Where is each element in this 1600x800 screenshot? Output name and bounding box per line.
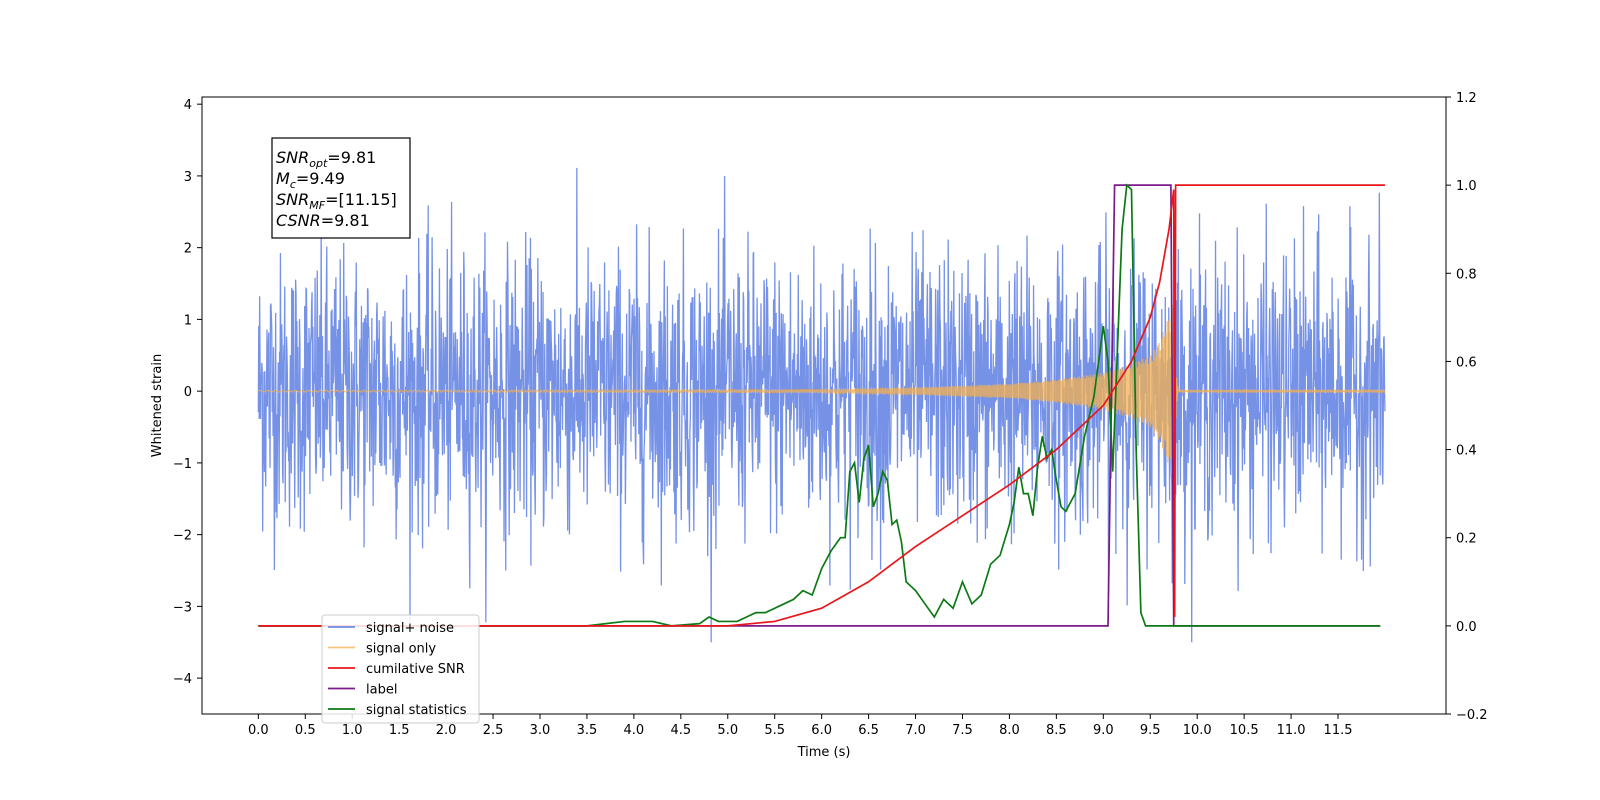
legend-label: signal statistics bbox=[366, 703, 467, 718]
snr-mf-text: SNRMF=[11.15] bbox=[276, 190, 397, 212]
y2-tick-label: 1.0 bbox=[1456, 179, 1477, 194]
x-tick-label: 7.0 bbox=[905, 723, 926, 738]
x-tick-label: 9.0 bbox=[1093, 723, 1114, 738]
x-tick-label: 0.5 bbox=[295, 723, 316, 738]
y-tick-label: −4 bbox=[173, 672, 192, 687]
mc-text: Mc=9.49 bbox=[276, 169, 345, 191]
x-tick-label: 6.5 bbox=[858, 723, 879, 738]
y2-tick-label: 0.4 bbox=[1456, 444, 1477, 459]
x-tick-label: 6.0 bbox=[811, 723, 832, 738]
y2-tick-label: 0.0 bbox=[1456, 620, 1477, 635]
y-tick-label: 0 bbox=[184, 385, 192, 400]
x-tick-label: 5.0 bbox=[717, 723, 738, 738]
x-tick-label: 2.5 bbox=[483, 723, 504, 738]
legend-label: signal+ noise bbox=[366, 621, 454, 636]
x-tick-label: 1.0 bbox=[342, 723, 363, 738]
x-tick-label: 0.0 bbox=[248, 723, 269, 738]
series-group bbox=[257, 167, 1386, 643]
x-tick-label: 8.0 bbox=[999, 723, 1020, 738]
x-axis-label: Time (s) bbox=[797, 745, 851, 760]
x-tick-label: 4.5 bbox=[670, 723, 691, 738]
y-tick-label: −1 bbox=[173, 457, 192, 472]
x-tick-label: 11.0 bbox=[1277, 723, 1306, 738]
x-tick-label: 10.0 bbox=[1183, 723, 1212, 738]
legend-label: label bbox=[366, 683, 397, 698]
y-tick-label: 4 bbox=[184, 98, 192, 113]
snr-opt-text: SNRopt=9.81 bbox=[276, 148, 376, 170]
y-tick-label: −2 bbox=[173, 529, 192, 544]
legend-label: signal only bbox=[366, 642, 436, 657]
x-tick-label: 10.5 bbox=[1230, 723, 1259, 738]
legend-label: cumilative SNR bbox=[366, 662, 465, 677]
y-tick-label: 2 bbox=[184, 242, 192, 257]
x-tick-label: 1.5 bbox=[389, 723, 410, 738]
y2-tick-label: 0.6 bbox=[1456, 355, 1477, 370]
y-tick-label: 1 bbox=[184, 313, 192, 328]
x-tick-label: 9.5 bbox=[1140, 723, 1161, 738]
y2-tick-label: 1.2 bbox=[1456, 91, 1477, 106]
x-tick-label: 8.5 bbox=[1046, 723, 1067, 738]
signal-only-line bbox=[258, 305, 1386, 478]
annotation-box bbox=[271, 137, 411, 239]
plot-frame bbox=[201, 96, 1447, 715]
y2-tick-label: −0.2 bbox=[1456, 708, 1488, 723]
x-tick-label: 7.5 bbox=[952, 723, 973, 738]
y2-tick-label: 0.8 bbox=[1456, 267, 1477, 282]
x-tick-label: 2.0 bbox=[436, 723, 457, 738]
x-tick-label: 3.5 bbox=[577, 723, 598, 738]
x-tick-label: 5.5 bbox=[764, 723, 785, 738]
csnr-text: CSNR=9.81 bbox=[276, 211, 370, 230]
legend-box bbox=[321, 614, 480, 724]
y-axis-label: Whitened strain bbox=[150, 354, 165, 457]
x-tick-label: 3.0 bbox=[530, 723, 551, 738]
x-tick-label: 4.0 bbox=[624, 723, 645, 738]
y-tick-label: −3 bbox=[173, 600, 192, 615]
plot-area bbox=[257, 167, 1386, 643]
signal-statistics-line bbox=[258, 183, 1381, 627]
y-tick-label: 3 bbox=[184, 170, 192, 185]
legend: signal+ noise signal only cumilative SNR la… bbox=[321, 614, 480, 724]
x-tick-label: 11.5 bbox=[1324, 723, 1353, 738]
y2-tick-label: 0.2 bbox=[1456, 532, 1477, 547]
axes: 0.0 0.5 1.0 1.5 2.0 2.5 3.0 3.5 4.0 4.5 5.0 5.5 6.0 6… bbox=[150, 91, 1488, 760]
cumulative-snr-line bbox=[258, 184, 1385, 627]
signal-noise-line bbox=[257, 167, 1386, 643]
